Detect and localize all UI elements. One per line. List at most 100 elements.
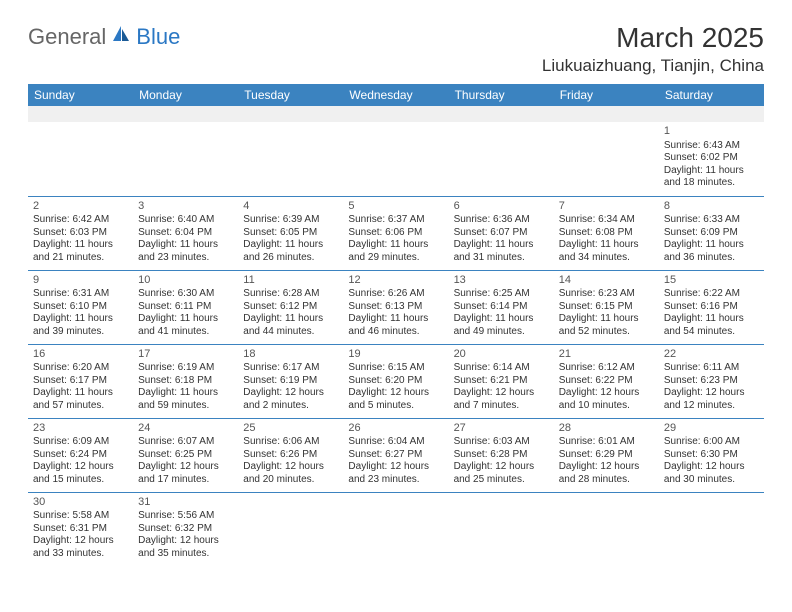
sunset-text: Sunset: 6:16 PM [664, 301, 759, 314]
day-number: 10 [138, 274, 233, 288]
weekday-header: Thursday [449, 84, 554, 106]
sunrise-text: Sunrise: 6:03 AM [454, 436, 549, 449]
sunset-text: Sunset: 6:30 PM [664, 449, 759, 462]
calendar-cell [659, 492, 764, 566]
sunrise-text: Sunrise: 6:04 AM [348, 436, 443, 449]
daylight-text: Daylight: 11 hours and 21 minutes. [33, 239, 128, 264]
sunset-text: Sunset: 6:25 PM [138, 449, 233, 462]
daylight-text: Daylight: 11 hours and 23 minutes. [138, 239, 233, 264]
sunset-text: Sunset: 6:28 PM [454, 449, 549, 462]
sunset-text: Sunset: 6:24 PM [33, 449, 128, 462]
sunset-text: Sunset: 6:15 PM [559, 301, 654, 314]
daylight-text: Daylight: 11 hours and 46 minutes. [348, 313, 443, 338]
calendar-row: 9Sunrise: 6:31 AMSunset: 6:10 PMDaylight… [28, 270, 764, 344]
calendar-row: 30Sunrise: 5:58 AMSunset: 6:31 PMDayligh… [28, 492, 764, 566]
sunrise-text: Sunrise: 6:01 AM [559, 436, 654, 449]
day-number: 5 [348, 200, 443, 214]
sunrise-text: Sunrise: 6:09 AM [33, 436, 128, 449]
daylight-text: Daylight: 12 hours and 20 minutes. [243, 461, 338, 486]
sunrise-text: Sunrise: 5:56 AM [138, 510, 233, 523]
sunset-text: Sunset: 6:13 PM [348, 301, 443, 314]
calendar-cell: 8Sunrise: 6:33 AMSunset: 6:09 PMDaylight… [659, 196, 764, 270]
calendar-cell: 24Sunrise: 6:07 AMSunset: 6:25 PMDayligh… [133, 418, 238, 492]
daylight-text: Daylight: 11 hours and 57 minutes. [33, 387, 128, 412]
day-number: 25 [243, 422, 338, 436]
sunrise-text: Sunrise: 6:39 AM [243, 214, 338, 227]
daylight-text: Daylight: 11 hours and 54 minutes. [664, 313, 759, 338]
sunset-text: Sunset: 6:12 PM [243, 301, 338, 314]
calendar-cell: 11Sunrise: 6:28 AMSunset: 6:12 PMDayligh… [238, 270, 343, 344]
calendar-cell [449, 492, 554, 566]
day-number: 26 [348, 422, 443, 436]
calendar-cell [238, 122, 343, 196]
calendar-cell: 17Sunrise: 6:19 AMSunset: 6:18 PMDayligh… [133, 344, 238, 418]
calendar-cell: 21Sunrise: 6:12 AMSunset: 6:22 PMDayligh… [554, 344, 659, 418]
calendar-cell: 22Sunrise: 6:11 AMSunset: 6:23 PMDayligh… [659, 344, 764, 418]
daylight-text: Daylight: 11 hours and 31 minutes. [454, 239, 549, 264]
calendar-cell [343, 492, 448, 566]
sunset-text: Sunset: 6:21 PM [454, 375, 549, 388]
sunset-text: Sunset: 6:03 PM [33, 227, 128, 240]
day-number: 11 [243, 274, 338, 288]
day-number: 27 [454, 422, 549, 436]
sunset-text: Sunset: 6:05 PM [243, 227, 338, 240]
day-number: 29 [664, 422, 759, 436]
sunset-text: Sunset: 6:11 PM [138, 301, 233, 314]
calendar-cell: 26Sunrise: 6:04 AMSunset: 6:27 PMDayligh… [343, 418, 448, 492]
calendar-cell: 2Sunrise: 6:42 AMSunset: 6:03 PMDaylight… [28, 196, 133, 270]
day-number: 16 [33, 348, 128, 362]
daylight-text: Daylight: 12 hours and 28 minutes. [559, 461, 654, 486]
logo-text-general: General [28, 24, 106, 50]
daylight-text: Daylight: 12 hours and 17 minutes. [138, 461, 233, 486]
day-number: 12 [348, 274, 443, 288]
sunset-text: Sunset: 6:32 PM [138, 523, 233, 536]
sail-icon [110, 24, 132, 50]
calendar-cell: 5Sunrise: 6:37 AMSunset: 6:06 PMDaylight… [343, 196, 448, 270]
sunset-text: Sunset: 6:06 PM [348, 227, 443, 240]
daylight-text: Daylight: 11 hours and 49 minutes. [454, 313, 549, 338]
sunrise-text: Sunrise: 6:11 AM [664, 362, 759, 375]
sunset-text: Sunset: 6:19 PM [243, 375, 338, 388]
daylight-text: Daylight: 12 hours and 23 minutes. [348, 461, 443, 486]
sunrise-text: Sunrise: 6:34 AM [559, 214, 654, 227]
logo-text-blue: Blue [136, 24, 180, 50]
calendar-cell: 10Sunrise: 6:30 AMSunset: 6:11 PMDayligh… [133, 270, 238, 344]
daylight-text: Daylight: 12 hours and 2 minutes. [243, 387, 338, 412]
sunset-text: Sunset: 6:09 PM [664, 227, 759, 240]
day-number: 31 [138, 496, 233, 510]
sunrise-text: Sunrise: 5:58 AM [33, 510, 128, 523]
sunrise-text: Sunrise: 6:42 AM [33, 214, 128, 227]
sunrise-text: Sunrise: 6:06 AM [243, 436, 338, 449]
calendar-cell [28, 122, 133, 196]
sunrise-text: Sunrise: 6:14 AM [454, 362, 549, 375]
sunset-text: Sunset: 6:10 PM [33, 301, 128, 314]
calendar-cell: 1Sunrise: 6:43 AMSunset: 6:02 PMDaylight… [659, 122, 764, 196]
sunset-text: Sunset: 6:04 PM [138, 227, 233, 240]
day-number: 4 [243, 200, 338, 214]
blank-cell [343, 106, 448, 122]
daylight-text: Daylight: 12 hours and 30 minutes. [664, 461, 759, 486]
calendar-cell: 25Sunrise: 6:06 AMSunset: 6:26 PMDayligh… [238, 418, 343, 492]
sunrise-text: Sunrise: 6:07 AM [138, 436, 233, 449]
day-number: 22 [664, 348, 759, 362]
weekday-header: Saturday [659, 84, 764, 106]
daylight-text: Daylight: 11 hours and 41 minutes. [138, 313, 233, 338]
daylight-text: Daylight: 12 hours and 7 minutes. [454, 387, 549, 412]
sunrise-text: Sunrise: 6:25 AM [454, 288, 549, 301]
blank-row [28, 106, 764, 122]
sunset-text: Sunset: 6:20 PM [348, 375, 443, 388]
day-number: 6 [454, 200, 549, 214]
daylight-text: Daylight: 11 hours and 29 minutes. [348, 239, 443, 264]
blank-cell [238, 106, 343, 122]
daylight-text: Daylight: 12 hours and 12 minutes. [664, 387, 759, 412]
calendar-row: 16Sunrise: 6:20 AMSunset: 6:17 PMDayligh… [28, 344, 764, 418]
calendar-cell: 4Sunrise: 6:39 AMSunset: 6:05 PMDaylight… [238, 196, 343, 270]
calendar-cell [133, 122, 238, 196]
sunrise-text: Sunrise: 6:15 AM [348, 362, 443, 375]
weekday-header-row: Sunday Monday Tuesday Wednesday Thursday… [28, 84, 764, 106]
blank-cell [554, 106, 659, 122]
sunrise-text: Sunrise: 6:26 AM [348, 288, 443, 301]
weekday-header: Friday [554, 84, 659, 106]
sunrise-text: Sunrise: 6:31 AM [33, 288, 128, 301]
day-number: 20 [454, 348, 549, 362]
